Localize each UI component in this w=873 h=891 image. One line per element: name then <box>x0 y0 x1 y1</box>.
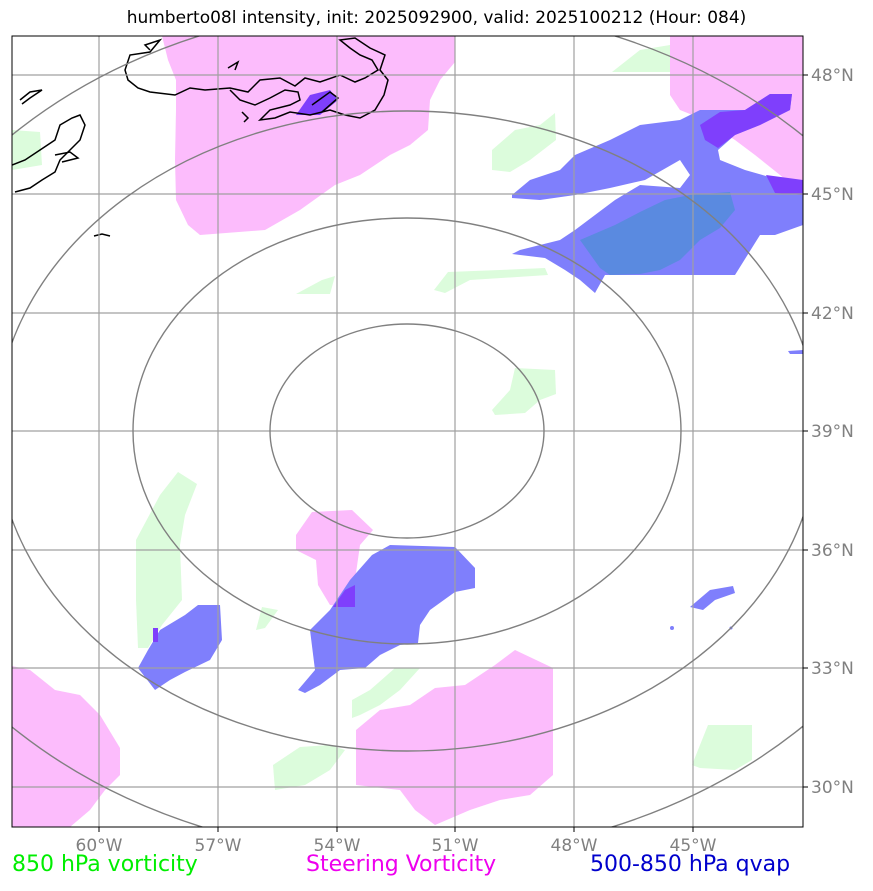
range-ring <box>132 217 682 645</box>
overlap-layer <box>153 90 803 642</box>
lon-label: 60°W <box>76 836 123 856</box>
lon-label: 54°W <box>314 836 361 856</box>
qvap-area <box>690 586 735 610</box>
lon-label: 48°W <box>551 836 598 856</box>
lat-label: 48°N <box>811 66 854 86</box>
coastline <box>19 89 43 105</box>
qvap-area <box>138 605 222 690</box>
vorticity-850-area <box>136 472 197 648</box>
vorticity-850-area <box>434 268 548 293</box>
lon-label: 45°W <box>670 836 717 856</box>
qvap-speck <box>670 626 674 630</box>
overlap-area <box>700 94 792 148</box>
range-ring <box>12 110 803 752</box>
coastline <box>311 91 340 113</box>
range-ring <box>269 323 545 539</box>
vorticity-850-area <box>612 45 672 72</box>
vorticity-850-area <box>12 130 42 170</box>
graticule <box>12 36 803 827</box>
lat-label: 33°N <box>811 659 854 679</box>
lat-label: 30°N <box>811 778 854 798</box>
tick-marks <box>98 74 808 832</box>
qvap-area <box>788 350 803 354</box>
legend-vorticity-850: 850 hPa vorticity <box>12 852 198 877</box>
lat-label: 42°N <box>811 304 854 324</box>
coastline <box>227 60 240 71</box>
overlap-area <box>333 585 355 607</box>
vorticity-850-area <box>492 368 556 415</box>
map-title: humberto08l intensity, init: 2025092900,… <box>126 8 747 28</box>
vorticity-850-area <box>256 607 278 630</box>
coastline <box>93 233 111 237</box>
coastline <box>124 37 389 122</box>
vorticity-850-area <box>273 745 345 790</box>
lat-label: 45°N <box>811 185 854 205</box>
coastline <box>54 151 80 163</box>
vorticity-850-area <box>492 113 556 172</box>
overlap-area <box>296 90 338 115</box>
lon-label: 57°W <box>195 836 242 856</box>
vorticity-850-area <box>692 725 752 770</box>
qvap-area <box>298 545 475 693</box>
overlap-area <box>766 175 803 195</box>
steering-vorticity-area <box>12 666 120 827</box>
steering-vorticity-area <box>162 36 455 235</box>
coastline <box>12 114 86 193</box>
vorticity-850-area <box>296 276 335 294</box>
coastline <box>241 111 250 123</box>
lon-labels: 60°W 57°W 54°W 51°W 48°W 45°W <box>76 836 717 856</box>
overlap-area <box>153 628 158 642</box>
lat-label: 39°N <box>811 422 854 442</box>
lat-label: 36°N <box>811 541 854 561</box>
lat-labels: 48°N 45°N 42°N 39°N 36°N 33°N 30°N <box>811 66 854 798</box>
qvap-dense-area <box>580 192 735 275</box>
legend-qvap: 500-850 hPa qvap <box>590 852 791 877</box>
lon-label: 51°W <box>432 836 479 856</box>
legend-steering-vorticity: Steering Vorticity <box>306 852 497 877</box>
vorticity-850-area <box>352 668 420 718</box>
range-rings <box>12 36 803 827</box>
coastlines <box>12 37 389 237</box>
